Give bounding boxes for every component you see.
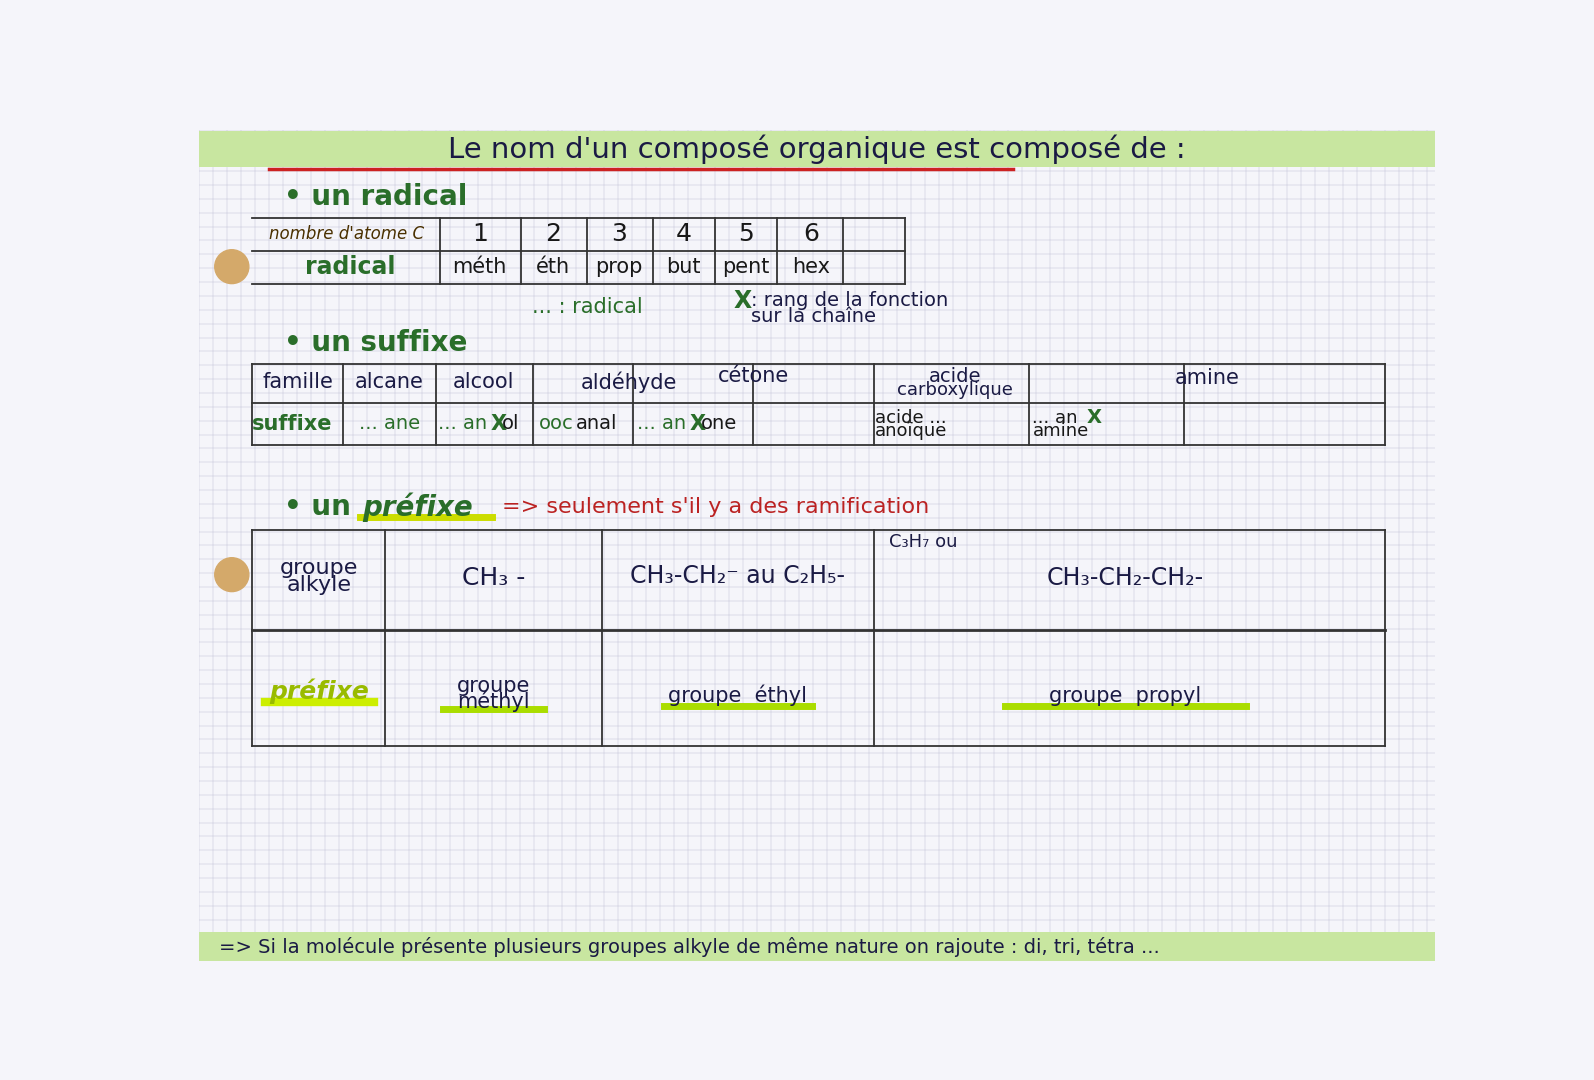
Text: hex: hex — [792, 257, 830, 276]
Text: acide ...: acide ... — [875, 408, 947, 427]
Text: ... an: ... an — [438, 415, 488, 433]
Text: X: X — [690, 414, 706, 434]
Text: 4: 4 — [676, 221, 692, 245]
Text: nombre d'atome C: nombre d'atome C — [269, 226, 424, 243]
Text: X: X — [733, 288, 752, 312]
Text: radical: radical — [304, 255, 395, 279]
Text: Le nom d'un composé organique est composé de :: Le nom d'un composé organique est compos… — [448, 134, 1186, 163]
Text: 2: 2 — [545, 221, 561, 245]
Text: éth: éth — [536, 257, 571, 276]
Text: 3: 3 — [612, 221, 626, 245]
Text: aldéhyde: aldéhyde — [582, 372, 677, 393]
Text: amine: amine — [1033, 422, 1089, 441]
Text: CH₃-CH₂⁻ au C₂H₅-: CH₃-CH₂⁻ au C₂H₅- — [630, 564, 845, 589]
Text: ... an: ... an — [638, 415, 687, 433]
Text: CH₃-CH₂-CH₂-: CH₃-CH₂-CH₂- — [1047, 566, 1203, 590]
Text: alkyle: alkyle — [287, 576, 352, 595]
Text: alcane: alcane — [355, 373, 424, 392]
Text: pent: pent — [722, 257, 770, 276]
Text: ... : radical: ... : radical — [532, 297, 644, 316]
Text: ooc: ooc — [539, 415, 574, 433]
Text: méth: méth — [453, 257, 507, 276]
Text: 1: 1 — [472, 221, 488, 245]
Text: groupe  éthyl: groupe éthyl — [668, 685, 808, 706]
Text: anoïque: anoïque — [875, 422, 947, 441]
Text: groupe: groupe — [281, 558, 359, 579]
Text: méthyl: méthyl — [457, 690, 531, 712]
Text: alcool: alcool — [453, 373, 515, 392]
Text: X: X — [1087, 408, 1101, 427]
Text: • un radical: • un radical — [284, 184, 469, 212]
Text: acide: acide — [929, 366, 982, 386]
Text: suffixe: suffixe — [252, 414, 333, 434]
Bar — [199, 131, 1435, 166]
Text: ... an: ... an — [1033, 408, 1078, 427]
Text: • un: • un — [284, 492, 360, 521]
Text: sur la chaîne: sur la chaîne — [751, 307, 877, 326]
Circle shape — [215, 557, 249, 592]
Text: CH₃ -: CH₃ - — [462, 566, 526, 590]
Text: • un suffixe: • un suffixe — [284, 329, 469, 356]
Text: ... ane: ... ane — [359, 415, 419, 433]
Text: 5: 5 — [738, 221, 754, 245]
Text: => seulement s'il y a des ramification: => seulement s'il y a des ramification — [502, 497, 929, 517]
Text: : rang de la fonction: : rang de la fonction — [751, 291, 948, 310]
Text: groupe: groupe — [457, 676, 531, 696]
Text: anal: anal — [575, 415, 617, 433]
Text: but: but — [666, 257, 701, 276]
Text: one: one — [701, 415, 736, 433]
Circle shape — [215, 249, 249, 284]
Bar — [199, 932, 1435, 961]
Text: C₃H₇ ou: C₃H₇ ou — [889, 532, 958, 551]
Text: cétone: cétone — [717, 366, 789, 386]
Text: prop: prop — [596, 257, 642, 276]
Text: groupe  propyl: groupe propyl — [1049, 686, 1202, 705]
Text: famille: famille — [263, 373, 333, 392]
Text: => Si la molécule présente plusieurs groupes alkyle de même nature on rajoute : : => Si la molécule présente plusieurs gro… — [218, 936, 1159, 957]
Text: préfixe: préfixe — [362, 492, 473, 522]
Text: préfixe: préfixe — [269, 679, 370, 704]
Text: ol: ol — [502, 415, 520, 433]
Text: carboxylique: carboxylique — [897, 381, 1012, 399]
Text: amine: amine — [1175, 368, 1239, 389]
Text: 6: 6 — [803, 221, 819, 245]
Text: X: X — [491, 414, 507, 434]
